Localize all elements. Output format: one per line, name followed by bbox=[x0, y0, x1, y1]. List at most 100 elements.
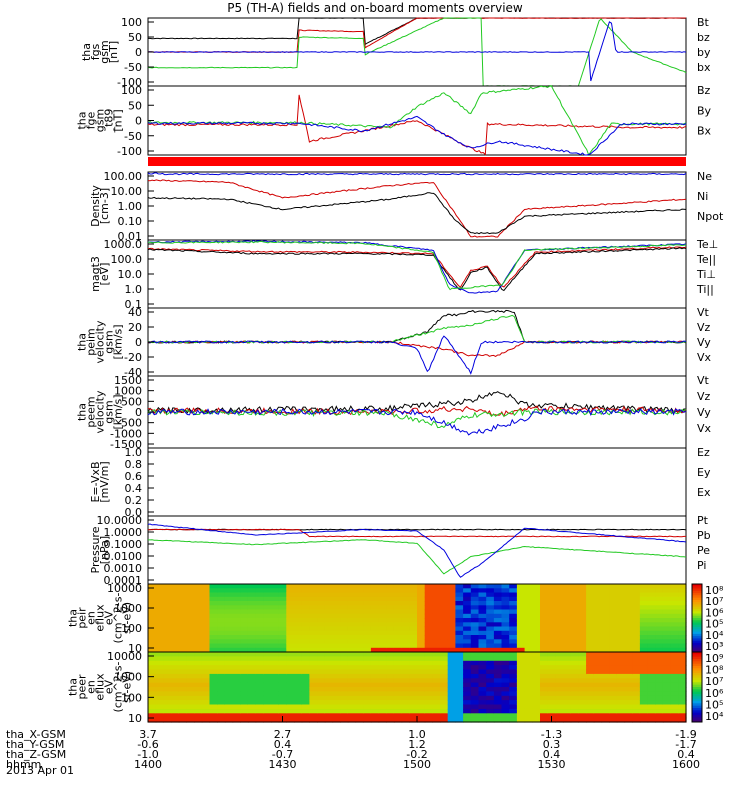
heat-cell bbox=[209, 588, 218, 594]
heat-cell bbox=[478, 660, 487, 666]
colorbar-cell bbox=[692, 703, 702, 707]
heat-cell bbox=[540, 584, 549, 589]
heat-cell bbox=[586, 639, 595, 645]
heat-cell bbox=[355, 682, 364, 688]
colorbar-cell bbox=[692, 618, 702, 621]
heat-cell bbox=[609, 592, 618, 598]
heat-cell bbox=[340, 588, 349, 594]
heat-cell bbox=[332, 626, 341, 632]
heat-cell bbox=[655, 691, 664, 697]
heat-cell bbox=[240, 630, 249, 636]
heat-cell bbox=[178, 584, 187, 589]
heat-cell bbox=[639, 660, 649, 666]
heat-cell bbox=[578, 687, 587, 692]
ytick-peim: 0 bbox=[135, 336, 142, 349]
heat-cell bbox=[409, 639, 418, 645]
heat-cell bbox=[547, 626, 556, 632]
heat-cell bbox=[593, 605, 603, 611]
heat-cell bbox=[309, 643, 318, 649]
heat-cell bbox=[355, 691, 364, 697]
heat-cell bbox=[163, 678, 172, 684]
heat-cell bbox=[409, 601, 418, 606]
heat-cell bbox=[662, 584, 672, 589]
heat-cell bbox=[532, 652, 541, 657]
heat-cell bbox=[678, 652, 687, 657]
heat-cell bbox=[355, 687, 364, 692]
heat-cell bbox=[616, 635, 626, 640]
heat-cell bbox=[163, 687, 172, 692]
heat-cell bbox=[201, 665, 211, 671]
heat-cell bbox=[271, 605, 280, 611]
heat-cell bbox=[616, 622, 626, 628]
heat-cell bbox=[171, 596, 180, 602]
heat-cell bbox=[455, 656, 464, 662]
heat-cell bbox=[370, 647, 380, 653]
heat-cell bbox=[148, 635, 157, 640]
heat-cell bbox=[616, 605, 626, 611]
heat-cell bbox=[355, 669, 364, 675]
heat-cell bbox=[547, 635, 556, 640]
heat-cell bbox=[662, 678, 672, 684]
ytick-efield: 0.8 bbox=[125, 458, 143, 471]
heat-cell bbox=[455, 605, 464, 611]
heat-cell bbox=[509, 584, 518, 589]
heat-cell bbox=[393, 691, 403, 697]
heat-cell bbox=[609, 626, 618, 632]
heat-cell bbox=[563, 630, 572, 636]
ytick-pressure: 0.1000 bbox=[104, 538, 143, 551]
legend-temperature-Ti||: Ti|| bbox=[696, 283, 714, 296]
heat-cell bbox=[616, 639, 626, 645]
heat-cell bbox=[155, 669, 164, 675]
heat-cell bbox=[609, 713, 618, 719]
heat-cell bbox=[232, 584, 241, 589]
heat-cell bbox=[240, 618, 249, 623]
heat-cell bbox=[224, 700, 234, 706]
heat-cell bbox=[148, 618, 157, 623]
heat-cell bbox=[178, 635, 187, 640]
heat-cell bbox=[417, 639, 426, 645]
heat-cell bbox=[286, 596, 295, 602]
heat-cell bbox=[624, 605, 633, 611]
heat-cell bbox=[639, 704, 649, 710]
heat-cell bbox=[593, 682, 603, 688]
heat-cell bbox=[278, 691, 287, 697]
heat-cell bbox=[401, 584, 410, 589]
heat-cell bbox=[632, 691, 641, 697]
heat-cell bbox=[547, 639, 556, 645]
heat-cell bbox=[324, 588, 334, 594]
heat-cell bbox=[578, 643, 587, 649]
heat-cell bbox=[178, 622, 187, 628]
heat-cell bbox=[493, 700, 503, 706]
colorbar-cell bbox=[692, 687, 702, 690]
heat-cell bbox=[601, 639, 610, 645]
heat-cell bbox=[540, 643, 549, 649]
heat-cell bbox=[201, 626, 211, 632]
heat-cell bbox=[463, 669, 472, 675]
heat-cell bbox=[370, 635, 380, 640]
heat-cell bbox=[578, 630, 587, 636]
heat-cell bbox=[186, 630, 195, 636]
heat-cell bbox=[194, 678, 203, 684]
heat-cell bbox=[455, 609, 464, 615]
heat-cell bbox=[217, 700, 226, 706]
heat-cell bbox=[570, 622, 579, 628]
heat-cell bbox=[624, 609, 633, 615]
heat-cell bbox=[678, 584, 687, 589]
heat-cell bbox=[524, 592, 533, 598]
heat-cell bbox=[401, 596, 410, 602]
heat-cell bbox=[378, 695, 387, 701]
heat-cell bbox=[632, 601, 641, 606]
heat-cell bbox=[194, 652, 203, 657]
heat-cell bbox=[486, 708, 495, 714]
heat-cell bbox=[347, 682, 357, 688]
colorbar-tick-peir: 10⁵ bbox=[705, 618, 723, 631]
heat-cell bbox=[263, 635, 272, 640]
panel-peim: VtVzVyVx40200-20-40thapeimvelocitygsm[km… bbox=[76, 306, 712, 379]
ytick-density: 1.00 bbox=[118, 200, 143, 213]
heat-cell bbox=[578, 695, 587, 701]
heat-cell bbox=[263, 673, 272, 679]
heat-cell bbox=[294, 713, 303, 719]
heat-cell bbox=[417, 584, 426, 589]
